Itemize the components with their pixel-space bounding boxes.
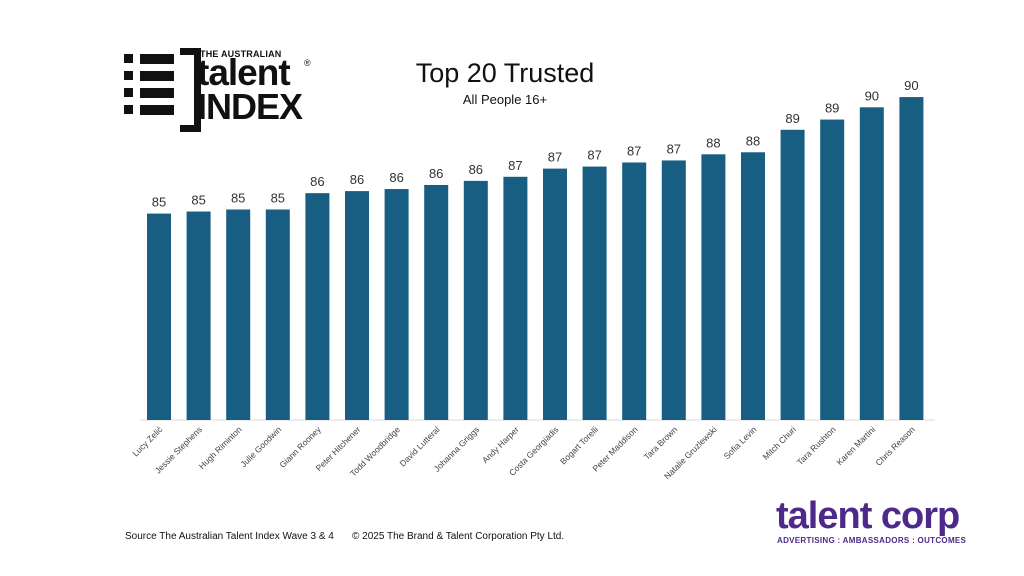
category-label: Andy Harper: [480, 424, 521, 465]
talent-corp-name: talent corp: [776, 495, 960, 537]
bar: [741, 152, 765, 421]
bar: [463, 180, 488, 420]
bar: [859, 107, 884, 421]
category-label: Chris Reason: [873, 424, 917, 468]
logo-square-3: [124, 88, 133, 97]
bar: [384, 189, 409, 420]
talent-corp-tagline: ADVERTISING : AMBASSADORS : OUTCOMES: [777, 536, 967, 545]
bar: [701, 154, 726, 420]
bar: [543, 168, 567, 420]
data-label: 86: [310, 174, 324, 189]
category-label: Hugh Riminton: [197, 424, 244, 471]
data-label: 87: [627, 143, 641, 158]
bar: [424, 184, 449, 420]
copyright-note: © 2025 The Brand & Talent Corporation Pt…: [352, 531, 565, 542]
source-note: Source The Australian Talent Index Wave …: [125, 531, 334, 542]
data-label: 86: [429, 166, 443, 181]
chart-subtitle: All People 16+: [462, 92, 548, 107]
category-label: Bogart Torelli: [558, 424, 600, 466]
data-label: 85: [231, 190, 245, 205]
data-label: 85: [271, 190, 285, 205]
data-label: 87: [548, 150, 562, 165]
data-label: 88: [746, 133, 760, 148]
data-label: 88: [706, 135, 720, 150]
logo-main-text: talent: [197, 52, 291, 93]
logo-bar-2: [140, 71, 174, 81]
logo-small-text: THE AUSTRALIAN: [200, 49, 282, 59]
data-label: 87: [587, 148, 601, 163]
bar: [780, 129, 805, 420]
category-label: Lucy Zelić: [130, 424, 165, 459]
data-label: 86: [389, 170, 403, 185]
bar: [582, 166, 607, 420]
bar: [820, 119, 845, 420]
data-label: 85: [191, 193, 205, 208]
bar: [345, 191, 369, 420]
logo-bar-4: [140, 105, 174, 115]
bar: [622, 162, 647, 421]
category-label: Mitch Churi: [761, 424, 799, 462]
logo-bar-1: [140, 54, 174, 64]
data-label: 90: [904, 78, 918, 93]
data-label: 87: [508, 158, 522, 173]
talent-index-logo: THE AUSTRALIAN talent ® INDEX: [118, 46, 318, 132]
bar: [147, 213, 171, 420]
logo-square-2: [124, 71, 133, 80]
bar: [503, 176, 528, 420]
bar: [661, 160, 686, 420]
category-label: Karen Martini: [834, 424, 877, 467]
data-label: 85: [152, 195, 166, 210]
logo-square-1: [124, 54, 133, 63]
chart-title: Top 20 Trusted: [415, 58, 595, 88]
logo-registered-mark: ®: [304, 58, 311, 68]
logo-bar-3: [140, 88, 174, 98]
bar: [899, 97, 924, 421]
data-label: 89: [825, 101, 839, 116]
data-label: 89: [785, 111, 799, 126]
bar: [186, 211, 211, 420]
category-label: Tara Rushton: [795, 424, 838, 467]
talent-corp-logo: talent corp ADVERTISING : AMBASSADORS : …: [776, 495, 966, 556]
data-label: 90: [865, 88, 879, 103]
bar: [265, 209, 290, 420]
logo-sub-text: INDEX: [197, 86, 303, 127]
category-label: Tara Brown: [642, 424, 680, 462]
logo-bracket: [180, 48, 201, 132]
data-label: 87: [667, 141, 681, 156]
category-label: David Lutteral: [397, 424, 441, 468]
bar: [305, 193, 330, 420]
logo-square-4: [124, 105, 133, 114]
category-label: Sofia Levin: [722, 424, 759, 461]
data-label: 86: [469, 162, 483, 177]
data-label: 86: [350, 172, 364, 187]
bar: [226, 209, 251, 420]
